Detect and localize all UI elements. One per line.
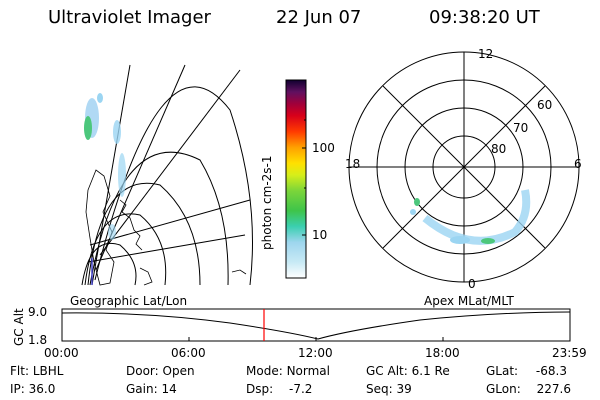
instrument-title: Ultraviolet Imager (48, 7, 211, 28)
info-ip: IP: 36.0 (10, 382, 56, 396)
info-gc-alt: GC Alt: 6.1 Re (366, 364, 450, 378)
info-glat: GLat: -68.3 (486, 364, 567, 378)
info-filter: Flt: LBHL (10, 364, 64, 378)
mlt-label-12: 12 (478, 47, 494, 61)
info-seq: Seq: 39 (366, 382, 412, 396)
info-dsp: Dsp: -7.2 (246, 382, 313, 396)
lat-label-70: 70 (513, 121, 529, 135)
info-mode: Mode: Normal (246, 364, 330, 378)
colorbar (285, 79, 307, 279)
altitude-ymax: 9.0 (28, 305, 48, 319)
colorbar-unit-label: photon cm-2s-1 (260, 155, 274, 251)
xtick-2359: 23:59 (552, 346, 587, 360)
lat-label-60: 60 (537, 98, 553, 112)
mlt-label-18: 18 (345, 157, 361, 171)
date-label: 22 Jun 07 (276, 7, 362, 28)
colorbar-tick-10: 10 (312, 228, 328, 242)
time-label: 09:38:20 UT (429, 7, 540, 28)
apex-panel-label: Apex MLat/MLT (424, 294, 514, 308)
colorbar-tick-100: 100 (312, 141, 335, 155)
altitude-ymin: 1.8 (28, 333, 48, 347)
mlt-label-6: 6 (574, 157, 582, 171)
lat-label-80: 80 (491, 142, 507, 156)
xtick-0000: 00:00 (44, 346, 79, 360)
altitude-plot (61, 308, 571, 342)
altitude-axis-label: GC Alt (12, 308, 26, 346)
geographic-map (81, 64, 253, 286)
polar-plot (348, 51, 580, 283)
geographic-panel-label: Geographic Lat/Lon (70, 294, 188, 308)
xtick-0600: 06:00 (171, 346, 206, 360)
info-gain: Gain: 14 (126, 382, 177, 396)
info-door: Door: Open (126, 364, 195, 378)
mlt-label-0: 0 (468, 277, 476, 291)
xtick-1200: 12:00 (298, 346, 333, 360)
xtick-1800: 18:00 (425, 346, 460, 360)
info-glon: GLon: 227.6 (486, 382, 571, 396)
